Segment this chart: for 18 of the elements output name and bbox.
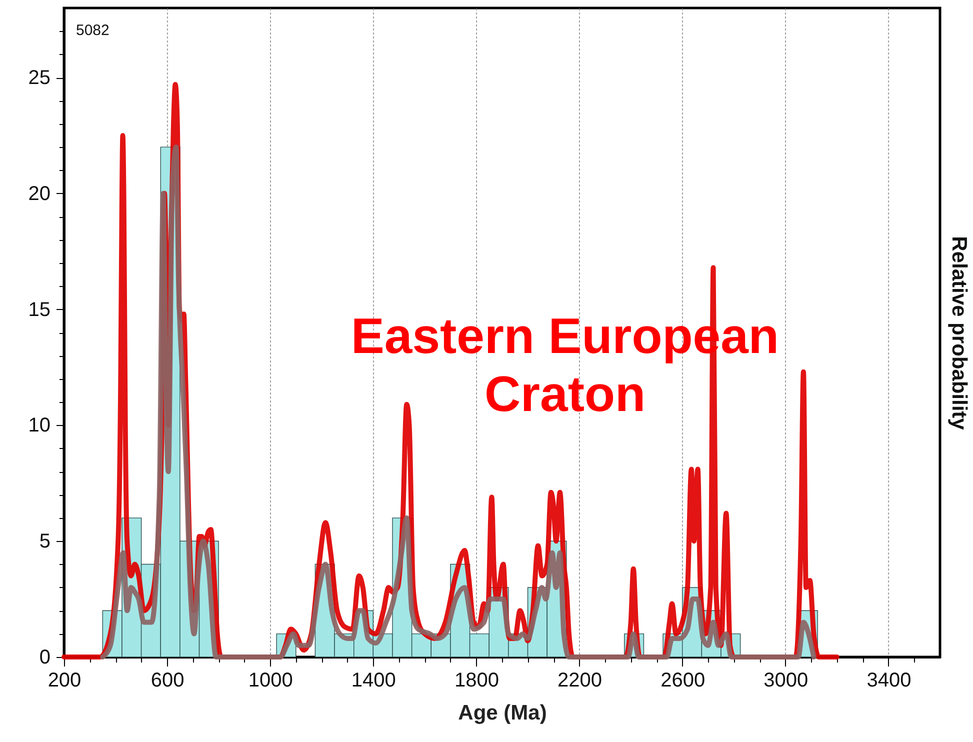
x-tick-label: 3400 [866, 670, 912, 692]
y-tick-label: 20 [28, 182, 50, 205]
x-tick-label: 2200 [558, 670, 602, 692]
y-tick-label: 25 [28, 67, 50, 90]
x-tick-label: 3000 [764, 670, 808, 692]
y-tick-label: 0 [39, 646, 50, 668]
x-axis-title: Age (Ma) [458, 702, 547, 724]
x-tick-label: 600 [150, 670, 184, 692]
x-tick-label: 2600 [660, 670, 706, 692]
x-tick-label: 1800 [454, 670, 499, 692]
annotation: 5082 [76, 22, 110, 39]
x-tick-label: 200 [48, 670, 82, 692]
y-tick-label: 5 [39, 530, 50, 553]
y-tick-label: 15 [28, 298, 50, 321]
x-tick-label: 1000 [248, 670, 293, 692]
y-tick-label: 10 [28, 414, 50, 437]
y2-axis-title: Relative probability [948, 236, 970, 430]
x-tick-label: 1400 [351, 670, 396, 692]
